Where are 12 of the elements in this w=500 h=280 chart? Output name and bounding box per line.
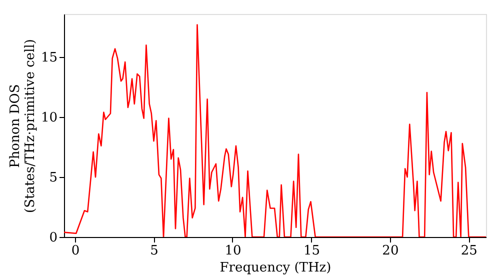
x-tick-label: 25 bbox=[460, 244, 478, 258]
x-tick-label: 0 bbox=[71, 244, 80, 258]
y-tick-label: 5 bbox=[49, 170, 58, 186]
x-tick-label: 10 bbox=[224, 244, 242, 258]
y-tick-label: 15 bbox=[40, 50, 58, 66]
y-tick-label: 10 bbox=[40, 110, 58, 126]
y-axis-title: Phonon DOS (States/THz·primitive cell) bbox=[8, 38, 38, 214]
y-tick-label: 0 bbox=[49, 230, 58, 246]
x-axis-title: Frequency (THz) bbox=[220, 260, 332, 276]
x-tick-label: 20 bbox=[382, 244, 399, 258]
x-tick-label: 15 bbox=[303, 244, 320, 258]
x-tick-label: 5 bbox=[150, 244, 158, 258]
